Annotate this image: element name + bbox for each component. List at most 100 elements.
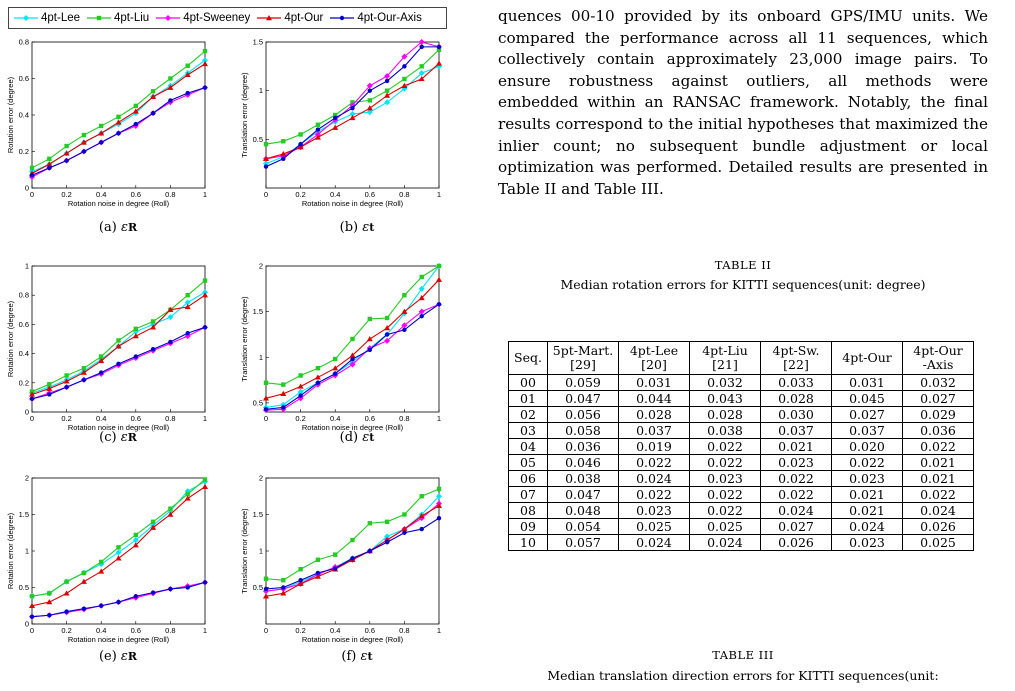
data-point [436,515,442,521]
data-point [418,39,425,45]
data-point [81,149,87,154]
y-tick-label: 0.5 [253,135,263,144]
x-tick-label: 0 [264,414,268,423]
table-cell: 0.027 [760,518,832,535]
data-point [63,378,70,384]
table-cell: 0.026 [902,518,974,535]
y-tick-label: 1.5 [253,307,263,316]
data-point [402,293,407,298]
table2: Seq. 5pt-Mart. [29] 4pt-Lee [20] 4pt-Liu [21] 4… [508,341,974,551]
legend-label: 4pt-Our [284,12,324,24]
table-cell: 0.038 [689,422,761,439]
legend-item: 4pt-Liu [86,12,149,24]
table-cell: 0.022 [689,502,761,519]
data-point [333,356,338,362]
x-tick-label: 0.2 [295,414,305,423]
table2-label: TABLE II [714,258,772,272]
table-row: 09 0.054 0.025 0.025 0.027 0.024 0.026 [508,518,974,535]
data-point [314,374,321,380]
y-tick-label: 0.2 [19,147,29,156]
data-point [314,134,321,140]
data-point [81,570,87,576]
series-line-4pt-lee [31,481,206,597]
data-point [297,144,304,150]
x-tick-label: 0.4 [96,414,106,423]
table-row: 06 0.038 0.024 0.023 0.022 0.023 0.021 [508,470,974,487]
caption-symbol: ε [360,649,368,664]
header-line: Seq. [514,350,542,365]
table-cell: 0.024 [831,518,903,535]
caption-label: (a) [98,220,117,235]
table-cell: 0.047 [547,390,619,407]
data-point [263,164,269,169]
data-point [419,313,424,319]
x-tick-label: 0.4 [96,190,106,199]
legend-swatch [87,15,112,21]
legend-item: 4pt-Lee [13,12,80,24]
data-point [133,326,138,331]
data-point [184,495,191,501]
x-tick-label: 0.4 [330,414,340,423]
caption-subscript: t [369,221,375,234]
data-point [133,103,138,109]
legend-marker [340,15,345,21]
data-point [115,343,122,349]
data-point [263,380,269,385]
table-cell: 0.022 [618,486,690,503]
table-cell: 0.036 [547,438,619,455]
data-point [418,308,425,315]
series-line-4pt-liu [31,50,206,169]
x-axis-label: Rotation noise in degree (Roll) [302,423,404,432]
data-point [133,594,138,599]
table-row: 10 0.057 0.024 0.024 0.026 0.023 0.025 [508,534,974,551]
data-point [29,173,35,178]
table-cell: 0.027 [831,406,903,423]
table-cell: 0.021 [831,486,903,503]
data-point [384,315,390,321]
y-tick-label: 1 [259,86,263,95]
series-line-4pt-liu [265,49,440,145]
series-line-4pt-liu [265,488,440,581]
x-axis-label: Rotation noise in degree (Roll) [68,199,170,208]
table-row: 03 0.058 0.037 0.038 0.037 0.037 0.036 [508,422,974,439]
data-point [419,64,424,69]
series-line-4pt-sweeney [265,503,440,592]
table-cell: 0.022 [618,454,690,471]
data-point [63,590,70,596]
table-cell: 03 [508,422,548,439]
data-point [99,140,104,145]
x-tick-label: 0.4 [96,626,106,635]
table-cell: 0.054 [547,518,619,535]
legend-label: 4pt-Our-Axis [357,12,422,24]
table-cell: 0.045 [831,390,903,407]
data-point [384,325,391,331]
data-point [150,110,156,116]
data-point [167,511,174,517]
x-tick-label: 0.8 [165,626,175,635]
table-cell: 0.028 [618,406,690,423]
data-point [332,124,339,130]
table-cell: 0.022 [689,486,761,503]
caption-f: (f) εt [297,649,417,664]
legend-label: 4pt-Lee [41,12,81,24]
caption-subscript: R [127,431,137,444]
table-cell: 0.030 [760,406,832,423]
data-point [81,606,87,611]
caption-symbol: ε [362,220,370,235]
caption-c: (c) εR [58,430,178,445]
data-point [436,302,442,307]
data-point [116,131,121,136]
y-tick-label: 0 [25,408,29,417]
data-point [202,278,208,283]
table-cell: 05 [508,454,548,471]
data-point [263,593,269,599]
data-point [350,556,355,561]
table-header-cell: 4pt-Lee [20] [618,341,690,375]
legend-swatch [14,15,38,21]
table-cell: 0.024 [689,534,761,551]
table-cell: 09 [508,518,548,535]
data-point [150,93,157,99]
data-point [29,602,35,608]
x-tick-label: 0 [30,190,34,199]
caption-a: (a) εR [58,220,178,235]
